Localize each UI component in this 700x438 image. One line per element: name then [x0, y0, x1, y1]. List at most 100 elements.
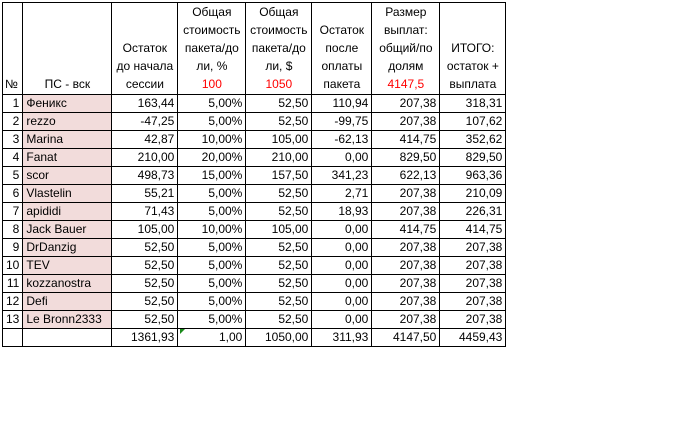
cell-payout[interactable]: 207,38 [371, 94, 441, 113]
cell-num[interactable]: 12 [1, 292, 24, 311]
cell-balance-after[interactable]: 0,00 [311, 220, 373, 239]
total-grand[interactable]: 4459,43 [439, 328, 507, 347]
cell-balance-start[interactable]: 52,50 [111, 238, 179, 257]
cell-name[interactable]: rezzo [22, 112, 113, 131]
cell-num[interactable]: 8 [1, 220, 24, 239]
cell-empty[interactable] [1, 328, 24, 347]
cell-num[interactable]: 11 [1, 274, 24, 293]
cell-total[interactable]: 829,50 [439, 148, 507, 167]
cell-payout[interactable]: 622,13 [371, 166, 441, 185]
cell-pct[interactable]: 5,00% [177, 238, 247, 257]
cell-pct[interactable]: 5,00% [177, 274, 247, 293]
header-cell-ps[interactable]: ПС - вск [22, 2, 113, 95]
cell-total[interactable]: 226,31 [439, 202, 507, 221]
cell-num[interactable]: 6 [1, 184, 24, 203]
cell-pct[interactable]: 10,00% [177, 130, 247, 149]
cell-pct[interactable]: 20,00% [177, 148, 247, 167]
cell-pct[interactable]: 5,00% [177, 310, 247, 329]
cell-payout[interactable]: 207,38 [371, 310, 441, 329]
cell-name[interactable]: scor [22, 166, 113, 185]
cell-dollar[interactable]: 52,50 [245, 202, 313, 221]
header-cell-balance-after[interactable]: Остаток после оплаты пакета [311, 2, 373, 95]
cell-balance-after[interactable]: 0,00 [311, 148, 373, 167]
cell-name[interactable]: kozzanostra [22, 274, 113, 293]
cell-dollar[interactable]: 105,00 [245, 130, 313, 149]
cell-payout[interactable]: 207,38 [371, 184, 441, 203]
cell-balance-start[interactable]: 52,50 [111, 310, 179, 329]
cell-balance-after[interactable]: -62,13 [311, 130, 373, 149]
cell-payout[interactable]: 207,38 [371, 202, 441, 221]
cell-name[interactable]: Jack Bauer [22, 220, 113, 239]
cell-dollar[interactable]: 52,50 [245, 94, 313, 113]
cell-pct[interactable]: 5,00% [177, 202, 247, 221]
cell-dollar[interactable]: 157,50 [245, 166, 313, 185]
cell-pct[interactable]: 5,00% [177, 112, 247, 131]
header-cell-pct[interactable]: Общая стоимость пакета/до ли, % 100 [177, 2, 247, 95]
cell-balance-start[interactable]: 163,44 [111, 94, 179, 113]
cell-name[interactable]: Defi [22, 292, 113, 311]
cell-balance-start[interactable]: 498,73 [111, 166, 179, 185]
cell-dollar[interactable]: 52,50 [245, 184, 313, 203]
cell-balance-after[interactable]: 110,94 [311, 94, 373, 113]
total-balance-after[interactable]: 311,93 [311, 328, 373, 347]
cell-payout[interactable]: 207,38 [371, 112, 441, 131]
cell-name[interactable]: apididi [22, 202, 113, 221]
cell-dollar[interactable]: 52,50 [245, 292, 313, 311]
cell-total[interactable]: 207,38 [439, 274, 507, 293]
cell-total[interactable]: 318,31 [439, 94, 507, 113]
cell-dollar[interactable]: 52,50 [245, 274, 313, 293]
cell-name[interactable]: Феникс [22, 94, 113, 113]
cell-balance-after[interactable]: 0,00 [311, 274, 373, 293]
total-balance-start[interactable]: 1361,93 [111, 328, 179, 347]
cell-num[interactable]: 5 [1, 166, 24, 185]
cell-balance-start[interactable]: 55,21 [111, 184, 179, 203]
cell-balance-after[interactable]: -99,75 [311, 112, 373, 131]
cell-num[interactable]: 2 [1, 112, 24, 131]
cell-balance-start[interactable]: -47,25 [111, 112, 179, 131]
cell-empty[interactable] [22, 328, 113, 347]
cell-dollar[interactable]: 52,50 [245, 310, 313, 329]
cell-balance-start[interactable]: 105,00 [111, 220, 179, 239]
cell-balance-start[interactable]: 52,50 [111, 292, 179, 311]
total-payout[interactable]: 4147,50 [371, 328, 441, 347]
cell-name[interactable]: Fanat [22, 148, 113, 167]
cell-pct[interactable]: 15,00% [177, 166, 247, 185]
cell-total[interactable]: 207,38 [439, 310, 507, 329]
cell-name[interactable]: TEV [22, 256, 113, 275]
cell-balance-after[interactable]: 2,71 [311, 184, 373, 203]
cell-dollar[interactable]: 52,50 [245, 112, 313, 131]
cell-num[interactable]: 13 [1, 310, 24, 329]
cell-payout[interactable]: 207,38 [371, 256, 441, 275]
cell-payout[interactable]: 207,38 [371, 238, 441, 257]
cell-total[interactable]: 414,75 [439, 220, 507, 239]
cell-total[interactable]: 352,62 [439, 130, 507, 149]
header-cell-total[interactable]: ИТОГО: остаток + выплата [439, 2, 507, 95]
cell-balance-start[interactable]: 52,50 [111, 256, 179, 275]
cell-balance-start[interactable]: 42,87 [111, 130, 179, 149]
cell-balance-after[interactable]: 341,23 [311, 166, 373, 185]
cell-dollar[interactable]: 52,50 [245, 256, 313, 275]
cell-name[interactable]: Le Bronn2333 [22, 310, 113, 329]
cell-balance-after[interactable]: 0,00 [311, 238, 373, 257]
cell-total[interactable]: 210,09 [439, 184, 507, 203]
cell-name[interactable]: DrDanzig [22, 238, 113, 257]
cell-pct[interactable]: 5,00% [177, 94, 247, 113]
cell-pct[interactable]: 10,00% [177, 220, 247, 239]
total-dollar[interactable]: 1050,00 [245, 328, 313, 347]
cell-num[interactable]: 4 [1, 148, 24, 167]
cell-num[interactable]: 1 [1, 94, 24, 113]
header-cell-balance-start[interactable]: Остаток до начала сессии [111, 2, 179, 95]
total-pct[interactable]: 1,00 [177, 328, 247, 347]
cell-num[interactable]: 10 [1, 256, 24, 275]
header-cell-num[interactable]: № [1, 2, 24, 95]
cell-num[interactable]: 9 [1, 238, 24, 257]
cell-dollar[interactable]: 52,50 [245, 238, 313, 257]
cell-balance-after[interactable]: 18,93 [311, 202, 373, 221]
cell-total[interactable]: 963,36 [439, 166, 507, 185]
header-cell-payout[interactable]: Размер выплат: общий/по долям 4147,5 [371, 2, 441, 95]
cell-payout[interactable]: 207,38 [371, 274, 441, 293]
cell-balance-start[interactable]: 71,43 [111, 202, 179, 221]
cell-dollar[interactable]: 210,00 [245, 148, 313, 167]
cell-total[interactable]: 207,38 [439, 292, 507, 311]
cell-pct[interactable]: 5,00% [177, 256, 247, 275]
